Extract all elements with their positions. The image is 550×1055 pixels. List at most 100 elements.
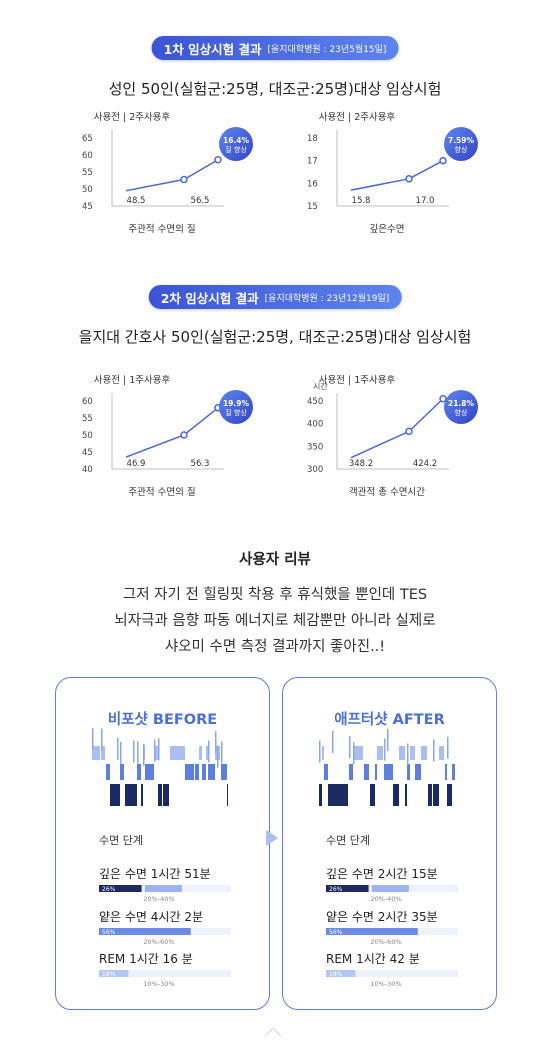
series-line	[125, 159, 219, 192]
awake-spike	[407, 743, 409, 766]
awake-spike	[447, 736, 449, 759]
sleep-segment	[377, 746, 381, 760]
y-tick-label: 350	[307, 442, 323, 452]
sleep-segment	[195, 764, 199, 780]
x-axis-label: 주관적 수면의 질	[128, 223, 195, 235]
x-axis-label: 객관적 총 수면시간	[349, 486, 425, 498]
sleep-segment	[447, 784, 452, 806]
badge-circle	[219, 390, 253, 424]
y-tick-label: 18	[307, 134, 318, 144]
sleep-segment	[141, 784, 143, 806]
stat-bar-percent: 18%	[329, 971, 343, 978]
sleep-segment	[405, 784, 407, 806]
stat-bar-fill	[326, 970, 356, 977]
awake-spike	[117, 738, 119, 761]
chevron-up-icon[interactable]	[264, 1027, 282, 1045]
y-tick-label: 60	[82, 151, 93, 161]
stat-bar-range	[372, 885, 409, 892]
awake-spike	[349, 736, 351, 759]
sleep-segment	[399, 746, 405, 760]
sleep-segment	[117, 784, 120, 806]
y-tick-label: 40	[82, 465, 93, 475]
data-label-before: 15.8	[352, 196, 371, 206]
sleep-segment	[364, 764, 369, 780]
x-axis-label: 깊은수면	[370, 223, 405, 235]
sleep-segment	[202, 764, 206, 780]
awake-spike	[137, 741, 139, 764]
stat-bar-percent: 26%	[329, 886, 343, 893]
review-line-1: 그저 자기 전 힐링핏 착용 후 휴식했을 뿐인데 TES	[122, 587, 428, 603]
before-stat-light-label: 얕은 수면 4시간 2분	[99, 910, 203, 924]
badge-caption: 질 향상	[225, 408, 247, 417]
before-card: 비포샷 BEFORE 수면 단계 깊은 수면 1시간 51분 얕은 수면 4시간…	[55, 677, 270, 1010]
sleep-segment	[120, 764, 124, 780]
trial2-subtitle: 을지대 간호사 50인(실험군:25명, 대조군:25명)대상 임상시험	[78, 328, 472, 346]
stat-bar-fill	[326, 928, 418, 935]
awake-spike	[120, 741, 122, 764]
awake-spike	[332, 730, 334, 753]
trial1-source: [을지대학병원 : 23년5월15일]	[267, 44, 387, 55]
review-line-2: 뇌자극과 음향 파동 에너지로 체감뿐만 아니라 실제로	[114, 613, 436, 629]
x-axis-label: 주관적 수면의 질	[128, 486, 195, 498]
sleep-segment	[337, 784, 341, 806]
data-label-after: 17.0	[416, 196, 435, 206]
badge-circle	[219, 127, 253, 161]
chart-trial1-deep-sleep: 사용전 | 2주사용후 15 16 17 18 15.8 17.0 7.59% 향상 깊은수면	[285, 110, 485, 240]
trial1-subtitle: 성인 50인(실험군:25명, 대조군:25명)대상 임상시험	[108, 80, 442, 98]
sleep-segment	[92, 746, 100, 760]
y-tick-label: 15	[307, 202, 318, 212]
data-label-before: 46.9	[127, 459, 146, 469]
before-stage-label: 수면 단계	[99, 834, 143, 847]
stat-bar-percent: 26%	[102, 886, 116, 893]
sleep-segment	[328, 784, 332, 806]
badge-value: 21.8%	[448, 399, 475, 408]
sleep-segment	[357, 746, 363, 760]
badge-caption: 질 향상	[225, 145, 247, 154]
sleep-segment	[370, 784, 375, 806]
sleep-segment	[110, 784, 113, 806]
after-card-title: 애프터샷 AFTER	[334, 712, 445, 728]
sleep-segment	[151, 764, 154, 780]
data-point	[405, 175, 413, 183]
chart-title: 사용전 | 2주사용후	[319, 112, 396, 123]
sleep-segment	[445, 764, 447, 780]
stat-bar-fill	[326, 885, 369, 892]
data-point	[180, 175, 188, 184]
sleep-segment	[433, 784, 439, 806]
series-line	[350, 160, 444, 191]
y-tick-label: 55	[82, 414, 93, 424]
sleep-segment	[125, 784, 133, 806]
badge-value: 19.9%	[223, 399, 250, 408]
stat-bar-fill	[99, 885, 142, 892]
sleep-segment	[145, 764, 151, 780]
chart-title: 사용전 | 2주사용후	[94, 112, 171, 123]
arrow-right-icon	[266, 830, 278, 846]
sleep-segment	[208, 764, 215, 780]
sleep-segment	[341, 784, 345, 806]
sleep-segment	[158, 784, 162, 806]
sleep-segment	[353, 746, 357, 760]
data-point	[214, 156, 222, 164]
sleep-segment	[163, 784, 169, 806]
y-tick-label: 45	[82, 202, 93, 212]
sleep-segment	[227, 784, 228, 806]
y-tick-label: 300	[307, 465, 323, 475]
badge-value: 7.59%	[448, 136, 475, 145]
awake-spike	[384, 738, 386, 761]
trial2-source: [을지대학병원 : 23년12월19일]	[264, 293, 390, 304]
data-label-after: 56.3	[191, 459, 210, 469]
stat-bar-range-label: 10%-30%	[143, 980, 174, 988]
trial1-header-pill: 1차 임상시험 결과 [을지대학병원 : 23년5월15일]	[151, 36, 399, 60]
awake-spike	[158, 738, 160, 761]
sleep-segment	[384, 764, 387, 780]
stat-bar-range-label: 20%-40%	[143, 895, 174, 903]
chart-trial2-sleep-quality: 사용전 | 1주사용후 40 45 50 55 60 46.9 56.3 19.9% 질 향상 주관…	[60, 373, 260, 503]
awake-spike	[217, 745, 219, 768]
y-tick-label: 55	[82, 168, 93, 178]
trial2-title: 2차 임상시험 결과	[160, 290, 259, 306]
sleep-segment	[106, 764, 110, 780]
awake-spike	[215, 731, 217, 754]
sleep-segment	[101, 746, 105, 760]
data-label-after: 424.2	[413, 459, 437, 469]
